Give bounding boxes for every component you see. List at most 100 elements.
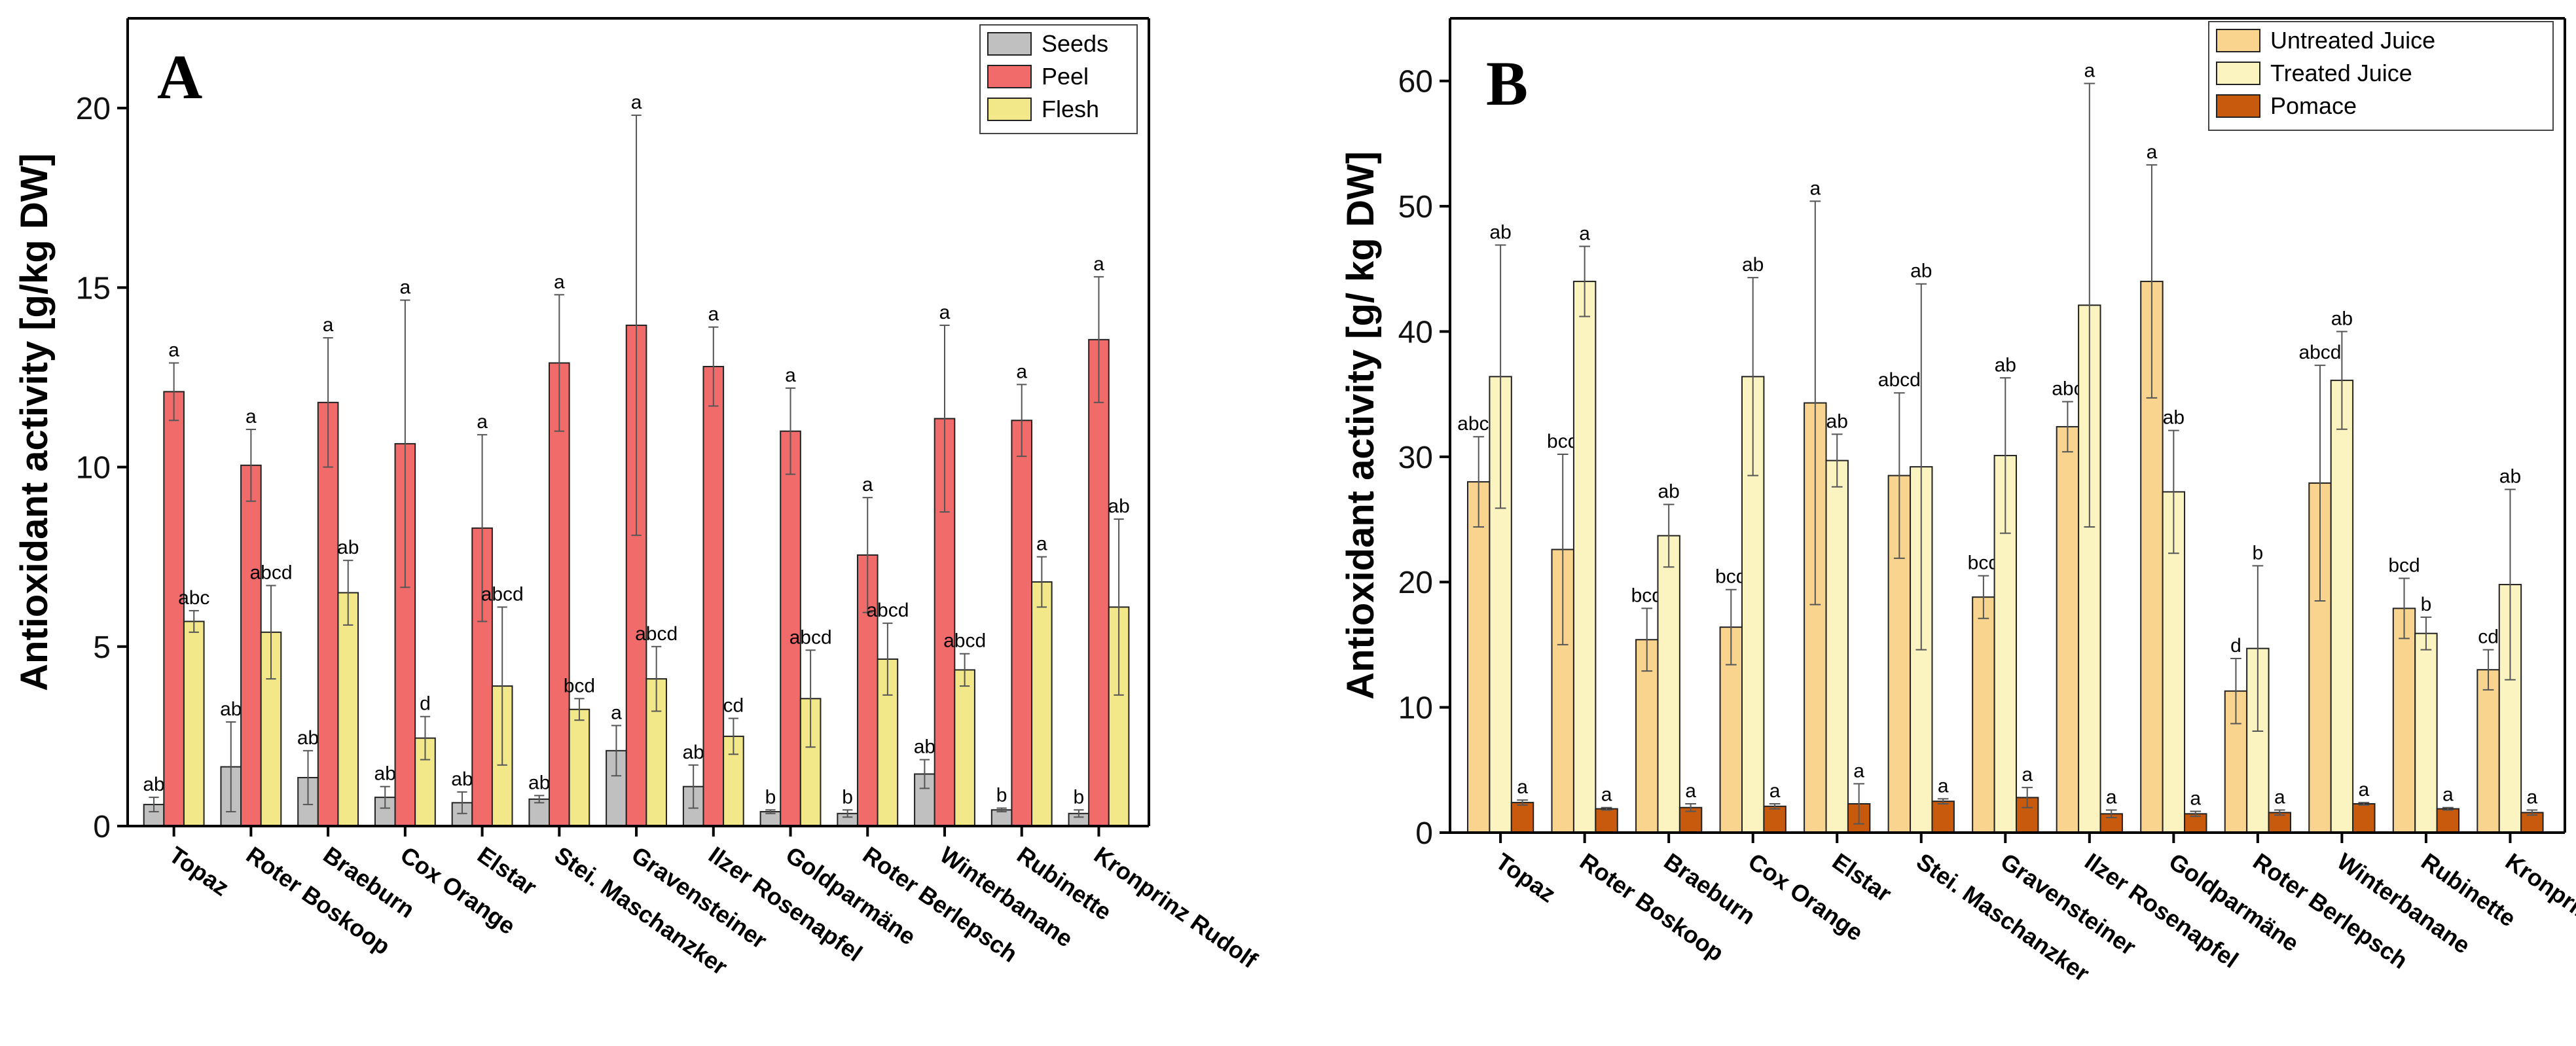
y-tick-label: 20 bbox=[76, 92, 111, 126]
significance-label: a bbox=[1579, 223, 1590, 244]
significance-label: b bbox=[842, 786, 853, 808]
significance-label: a bbox=[1601, 784, 1612, 806]
significance-label: a bbox=[631, 92, 642, 113]
significance-label: abcd bbox=[866, 600, 909, 621]
significance-label: abcd bbox=[1878, 369, 1921, 391]
significance-label: abcd bbox=[2298, 342, 2341, 363]
x-tick-label: Roter Boskoop bbox=[1575, 848, 1729, 967]
significance-label: b bbox=[2253, 542, 2264, 564]
bar-b-2-5 bbox=[1931, 801, 1955, 833]
y-tick-label: 30 bbox=[1398, 441, 1433, 475]
significance-label: b bbox=[1074, 786, 1085, 808]
bar-a-2-5 bbox=[568, 708, 590, 827]
significance-label: a bbox=[939, 302, 951, 323]
significance-label: ab bbox=[143, 774, 164, 795]
bar-b-0-6 bbox=[1972, 596, 1995, 833]
legend-swatch bbox=[987, 65, 1032, 88]
significance-label: a bbox=[708, 304, 719, 325]
y-axis-title: Antioxidant activity [g/kg DW] bbox=[13, 153, 56, 691]
bar-b-1-2 bbox=[1657, 535, 1680, 833]
legend-label: Flesh bbox=[1042, 96, 1099, 122]
significance-label: a bbox=[785, 365, 796, 386]
panel-b-letter: B bbox=[1486, 48, 1528, 118]
legend-swatch bbox=[2216, 94, 2260, 118]
y-tick-label: 10 bbox=[1398, 691, 1433, 726]
bar-b-1-11 bbox=[2414, 632, 2438, 834]
legend-box bbox=[2208, 21, 2554, 131]
bar-a-1-2 bbox=[317, 401, 339, 827]
panel-a-letter: A bbox=[157, 42, 202, 112]
significance-label: d bbox=[2230, 635, 2241, 657]
bar-a-1-12 bbox=[1088, 338, 1110, 827]
legend-swatch bbox=[2216, 29, 2260, 52]
significance-label: ab bbox=[914, 736, 935, 758]
significance-label: a bbox=[2442, 784, 2454, 806]
y-tick-label: 20 bbox=[1398, 566, 1433, 600]
significance-label: a bbox=[2106, 787, 2117, 808]
significance-label: a bbox=[1036, 533, 1047, 555]
bar-b-2-1 bbox=[1595, 808, 1618, 834]
significance-label: a bbox=[1093, 253, 1104, 275]
legend-label: Treated Juice bbox=[2270, 60, 2412, 86]
significance-label: a bbox=[2190, 787, 2201, 809]
bar-a-1-0 bbox=[163, 391, 185, 827]
y-tick-label: 0 bbox=[93, 810, 111, 844]
legend-label: Untreated Juice bbox=[2270, 27, 2435, 54]
x-tick-label: Roter Berlepsch bbox=[2248, 848, 2412, 974]
bar-b-0-12 bbox=[2476, 669, 2500, 834]
significance-label: bcd bbox=[564, 675, 595, 696]
significance-label: a bbox=[2358, 779, 2369, 801]
significance-label: a bbox=[2022, 764, 2033, 785]
significance-label: a bbox=[2147, 141, 2158, 163]
legend-label: Seeds bbox=[1042, 30, 1108, 57]
x-tick-label: Topaz bbox=[1491, 848, 1561, 908]
significance-label: abcd bbox=[481, 583, 524, 605]
x-tick-label: Topaz bbox=[164, 841, 234, 901]
bar-b-0-0 bbox=[1466, 481, 1491, 833]
significance-label: a bbox=[400, 277, 411, 298]
significance-label: ab bbox=[682, 742, 704, 763]
significance-label: d bbox=[420, 693, 431, 715]
significance-label: cd bbox=[723, 694, 744, 716]
significance-label: a bbox=[2274, 787, 2285, 808]
significance-label: ab bbox=[297, 727, 319, 749]
y-tick-label: 15 bbox=[76, 271, 111, 306]
bar-b-1-4 bbox=[1825, 460, 1849, 833]
bar-a-1-11 bbox=[1011, 420, 1033, 827]
bar-a-1-5 bbox=[549, 362, 570, 827]
legend-label: Peel bbox=[1042, 63, 1089, 90]
significance-label: b bbox=[2421, 594, 2432, 615]
significance-label: b bbox=[996, 785, 1007, 806]
legend-swatch bbox=[987, 98, 1032, 121]
significance-label: a bbox=[862, 474, 873, 496]
y-tick-label: 10 bbox=[76, 451, 111, 486]
y-tick-label: 60 bbox=[1398, 65, 1433, 99]
significance-label: ab bbox=[1742, 254, 1764, 276]
x-tick-label: Kronprinz Rudolf bbox=[1089, 841, 1263, 974]
bar-b-1-1 bbox=[1572, 280, 1597, 833]
significance-label: a bbox=[554, 271, 565, 293]
significance-label: abcd bbox=[943, 630, 986, 652]
legend-label: Pomace bbox=[2270, 92, 2357, 119]
significance-label: ab bbox=[1910, 261, 1932, 282]
significance-label: ab bbox=[1658, 481, 1679, 503]
significance-label: a bbox=[323, 314, 334, 336]
significance-label: cd bbox=[2478, 626, 2499, 648]
significance-label: a bbox=[1517, 776, 1528, 798]
significance-label: ab bbox=[451, 768, 473, 790]
bar-b-0-7 bbox=[2056, 425, 2080, 833]
significance-label: ab bbox=[2331, 308, 2353, 329]
bar-b-0-11 bbox=[2392, 607, 2416, 833]
significance-label: ab bbox=[528, 772, 550, 793]
significance-label: ab bbox=[1995, 354, 2016, 376]
significance-label: a bbox=[1809, 177, 1821, 199]
bar-b-2-0 bbox=[1510, 802, 1534, 834]
bar-b-1-10 bbox=[2330, 380, 2354, 833]
significance-label: a bbox=[168, 340, 179, 361]
legend-swatch bbox=[987, 32, 1032, 56]
bar-a-1-1 bbox=[240, 464, 262, 827]
y-axis-title: Antioxidant activity [g/ kg DW] bbox=[1339, 151, 1382, 700]
significance-label: a bbox=[1853, 760, 1864, 782]
